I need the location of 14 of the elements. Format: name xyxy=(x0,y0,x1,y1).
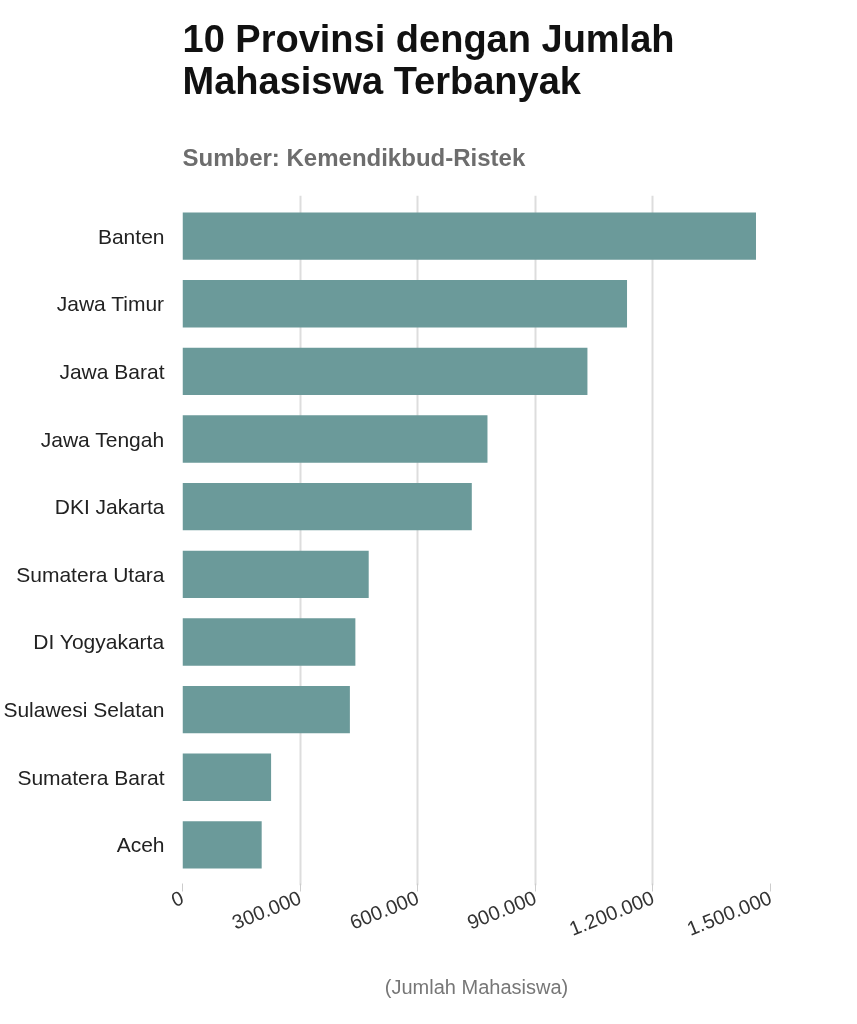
x-axis-title: (Jumlah Mahasiswa) xyxy=(384,975,569,998)
y-tick-label: Jawa Barat xyxy=(59,359,165,383)
y-tick-label: Aceh xyxy=(116,833,165,857)
y-tick-label: Sumatera Utara xyxy=(16,562,165,586)
chart-subtitle: Sumber: Kemendikbud-Ristek xyxy=(182,143,526,171)
y-tick-label: DI Yogyakarta xyxy=(33,630,165,654)
chart-title: 10 Provinsi dengan Jumlah Mahasiswa Terbanyak xyxy=(182,17,675,102)
x-tick-label: 0 xyxy=(168,886,187,911)
y-tick-label: Sumatera Barat xyxy=(17,765,165,789)
y-tick-label: Banten xyxy=(97,224,165,248)
y-tick-label: DKI Jakarta xyxy=(54,495,165,519)
y-tick-label: Sulawesi Selatan xyxy=(3,698,165,722)
y-tick-label: Jawa Tengah xyxy=(40,427,165,451)
y-tick-label: Jawa Timur xyxy=(56,292,165,316)
